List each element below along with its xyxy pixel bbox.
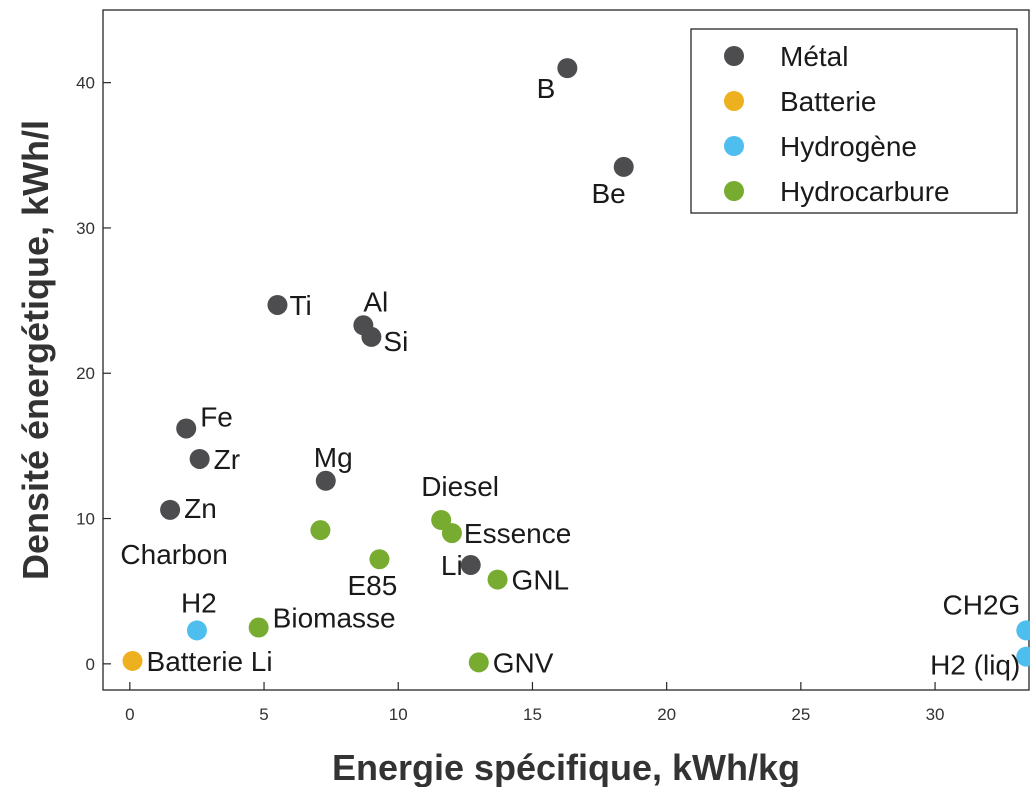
point-label: B — [537, 73, 556, 104]
data-point — [369, 549, 390, 570]
legend-box — [690, 28, 1018, 214]
legend-entry-label: Batterie — [780, 86, 877, 117]
x-tick-label: 25 — [791, 705, 810, 724]
point-label: Be — [591, 178, 625, 209]
point-label: Fe — [200, 401, 233, 432]
x-tick-label: 15 — [523, 705, 542, 724]
data-point — [361, 326, 382, 347]
data-point — [315, 470, 336, 491]
x-tick-label: 5 — [259, 705, 268, 724]
point-label: Mg — [314, 442, 353, 473]
data-point — [186, 620, 207, 641]
x-tick-label: 30 — [926, 705, 945, 724]
legend-marker — [724, 181, 744, 201]
data-point — [557, 58, 578, 79]
point-label: E85 — [347, 570, 397, 601]
legend-marker — [724, 136, 744, 156]
point-label: Biomasse — [273, 603, 396, 634]
point-label: Zr — [214, 444, 240, 475]
axis-ticks: 0 5 10 15 20 25 30 0 10 20 30 40 — [76, 74, 944, 724]
point-label: Charbon — [120, 539, 227, 570]
legend-marker — [724, 91, 744, 111]
x-axis-title: Energie spécifique, kWh/kg — [332, 747, 800, 787]
data-point — [176, 418, 197, 439]
y-tick-label: 10 — [76, 510, 95, 529]
legend-entry-label: Hydrocarbure — [780, 176, 950, 207]
data-point — [460, 555, 481, 576]
point-label: Diesel — [421, 471, 499, 502]
point-label: CH2G — [943, 589, 1021, 620]
data-point — [248, 617, 269, 638]
point-label: Batterie Li — [147, 646, 273, 677]
data-point — [468, 652, 489, 673]
point-label: Zn — [184, 493, 217, 524]
legend: Métal Batterie Hydrogène Hydrocarbure — [690, 28, 1018, 214]
data-point — [1016, 646, 1030, 667]
point-label: H2 (liq) — [930, 650, 1020, 681]
data-point — [189, 448, 210, 469]
legend-marker — [724, 46, 744, 66]
y-axis-title: Densité énergétique, kWh/l — [15, 120, 56, 580]
x-tick-label: 10 — [389, 705, 408, 724]
point-label: Li — [441, 550, 463, 581]
x-tick-label: 20 — [657, 705, 676, 724]
data-point — [1016, 620, 1030, 641]
point-label: Al — [363, 286, 388, 317]
data-point — [310, 520, 331, 541]
point-label: H2 — [181, 587, 217, 618]
y-tick-label: 30 — [76, 219, 95, 238]
data-point — [613, 156, 634, 177]
point-label: Si — [383, 326, 408, 357]
legend-entry-label: Hydrogène — [780, 131, 917, 162]
point-label: GNV — [493, 647, 554, 678]
plot-area-frame — [102, 9, 1030, 691]
y-tick-label: 20 — [76, 364, 95, 383]
legend-entry-label: Métal — [780, 41, 848, 72]
y-tick-label: 0 — [86, 655, 95, 674]
data-point — [441, 523, 462, 544]
x-tick-label: 0 — [125, 705, 134, 724]
point-labels: B Be Ti Al Si Fe Zr Mg Zn Li Batterie Li H2 CH2G H2 (… — [120, 73, 1020, 680]
data-point — [160, 499, 181, 520]
data-points — [122, 58, 1030, 673]
data-point — [487, 569, 508, 590]
data-point — [122, 650, 143, 671]
point-label: Essence — [464, 518, 571, 549]
point-label: Ti — [289, 290, 311, 321]
data-point — [267, 294, 288, 315]
point-label: GNL — [512, 565, 570, 596]
y-tick-label: 40 — [76, 74, 95, 93]
